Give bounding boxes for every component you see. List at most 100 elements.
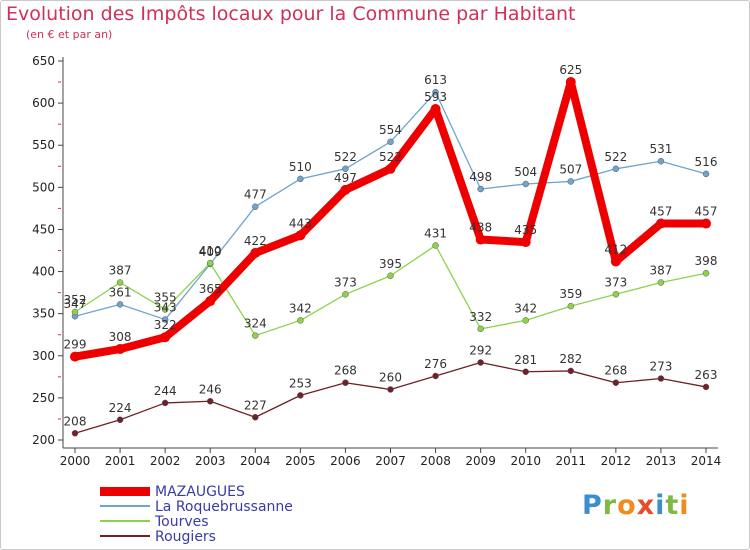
x-tick-label: 2013: [646, 454, 677, 468]
y-tick-label: 250: [32, 391, 55, 405]
data-label: 504: [514, 165, 537, 179]
data-point: [477, 359, 484, 366]
data-point: [71, 430, 79, 437]
data-point: [71, 308, 79, 316]
data-label: 387: [649, 264, 672, 278]
logo-letter: P: [582, 490, 603, 521]
data-point: [115, 344, 126, 355]
data-label: 507: [559, 162, 582, 176]
logo-letter: i: [655, 490, 666, 521]
data-point: [250, 248, 261, 259]
data-label: 522: [379, 150, 402, 164]
x-tick-label: 2003: [195, 454, 226, 468]
data-point: [161, 306, 169, 313]
data-label: 498: [469, 170, 492, 184]
data-point: [612, 379, 620, 386]
y-tick-label: 650: [32, 54, 55, 68]
line-chart: 200 250 300 350 400 450 500 550 600 650 2000 2001 20…: [32, 54, 721, 468]
data-point: [342, 291, 349, 298]
x-tick-label: 2000: [60, 454, 91, 468]
data-point: [522, 317, 529, 324]
data-point: [655, 218, 666, 229]
data-label: 224: [109, 401, 132, 415]
data-point: [432, 372, 439, 380]
data-label: 263: [695, 368, 718, 382]
data-label: 531: [649, 142, 672, 156]
x-tick-label: 2012: [601, 454, 632, 468]
data-point: [610, 256, 621, 267]
data-label: 398: [695, 254, 718, 268]
logo-letter: t: [665, 490, 680, 521]
data-point: [206, 259, 214, 267]
data-label: 435: [514, 223, 537, 237]
data-point: [252, 414, 259, 421]
axes: 200 250 300 350 400 450 500 550 600 650 2000 2001 20…: [32, 54, 721, 468]
data-point: [612, 165, 620, 173]
data-point: [387, 138, 394, 146]
data-label: 522: [604, 150, 627, 164]
data-label: 342: [289, 301, 312, 315]
legend-swatch: [100, 487, 150, 496]
data-label: 308: [109, 330, 132, 344]
proxiti-logo: Proxiti: [582, 490, 690, 521]
data-label: 324: [244, 317, 267, 331]
data-point: [567, 302, 575, 310]
data-label: 282: [559, 352, 582, 366]
data-label: 613: [424, 73, 447, 87]
data-label: 208: [64, 414, 87, 428]
x-tick-label: 2009: [465, 454, 496, 468]
data-label: 443: [289, 216, 312, 230]
data-label: 477: [244, 188, 267, 202]
data-label: 260: [379, 370, 402, 384]
data-point: [477, 325, 484, 333]
data-label: 268: [334, 364, 357, 378]
data-label: 355: [154, 290, 177, 304]
data-point: [520, 237, 531, 248]
data-point: [612, 291, 620, 298]
x-tick-label: 2005: [285, 454, 316, 468]
x-tick-label: 2011: [556, 454, 587, 468]
data-label: 276: [424, 357, 447, 371]
data-label: 342: [514, 301, 537, 315]
data-label: 431: [424, 226, 447, 240]
data-label: 422: [244, 234, 267, 248]
chart-subtitle: (en € et par an): [26, 28, 113, 41]
data-point: [430, 104, 441, 115]
data-label: 332: [469, 310, 492, 324]
series-layer: [70, 77, 711, 437]
x-tick-label: 2010: [510, 454, 541, 468]
y-tick-label: 350: [32, 307, 55, 321]
logo-letter: x: [636, 490, 656, 521]
data-label: 410: [199, 244, 222, 258]
data-label: 227: [244, 398, 267, 412]
data-label: 347: [64, 297, 87, 311]
data-point: [297, 317, 304, 324]
legend-label: La Roquebrussanne: [155, 499, 293, 515]
data-point: [116, 301, 124, 308]
data-label: 522: [334, 150, 357, 164]
data-label: 554: [379, 123, 402, 137]
legend-label: Rougiers: [155, 529, 216, 545]
data-label: 510: [289, 160, 312, 174]
data-point: [475, 234, 486, 245]
data-label: 516: [695, 155, 718, 169]
data-label: 412: [604, 242, 627, 256]
data-label: 457: [649, 205, 672, 219]
data-point: [702, 170, 710, 178]
data-label: 387: [109, 264, 132, 278]
data-label: 409: [199, 245, 222, 259]
data-point: [565, 77, 576, 88]
logo-letter: o: [617, 490, 637, 521]
data-point: [702, 269, 710, 277]
data-point: [160, 332, 171, 343]
data-label: 292: [469, 344, 492, 358]
data-label: 273: [649, 360, 672, 374]
legend-label: MAZAUGUES: [155, 484, 245, 500]
data-point: [702, 383, 710, 391]
data-point: [252, 203, 259, 210]
data-point: [252, 332, 259, 339]
data-point: [522, 180, 529, 188]
data-point: [432, 242, 439, 249]
data-point: [70, 351, 80, 362]
data-label: 253: [289, 376, 312, 390]
